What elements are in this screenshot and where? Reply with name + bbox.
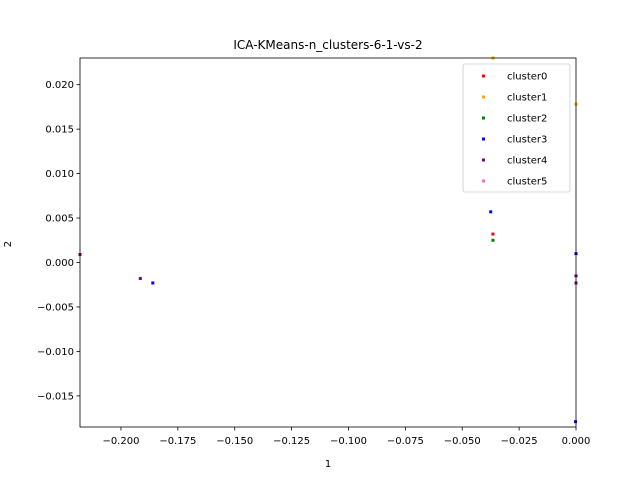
legend-label-cluster1: cluster1 [507,93,547,104]
chart-title: ICA-KMeans-n_clusters-6-1-vs-2 [233,38,422,52]
x-axis-label: 1 [325,459,331,470]
legend-label-cluster0: cluster0 [507,72,547,83]
y-tick-label: 0.000 [45,258,74,269]
y-tick-label: −0.010 [37,347,74,358]
y-axis-label: 2 [3,241,14,247]
data-point-cluster3-3 [574,420,578,424]
x-tick-label: −0.125 [273,436,310,447]
x-tick-label: −0.200 [102,436,139,447]
x-tick-label: −0.175 [159,436,196,447]
legend-label-cluster3: cluster3 [507,135,547,146]
y-tick-label: −0.005 [37,302,74,313]
data-point-cluster3-0 [489,210,493,214]
x-tick-label: 0.000 [562,436,591,447]
legend-label-cluster5: cluster5 [507,177,547,188]
x-tick-label: −0.025 [501,436,538,447]
legend-marker-cluster2 [482,116,485,120]
legend-marker-cluster3 [482,137,485,141]
y-tick-label: 0.015 [45,125,74,136]
x-tick-label: −0.050 [444,436,481,447]
x-axis: −0.200 −0.175 −0.150 −0.125 −0.100 −0.075 −0.0… [102,427,590,447]
data-point-cluster4-0 [138,277,142,281]
y-tick-label: −0.015 [37,391,74,402]
x-tick-label: −0.075 [387,436,424,447]
plot-area [78,56,578,428]
legend-marker-cluster5 [482,179,485,183]
axes-frame [79,57,577,428]
legend-marker-cluster1 [482,95,485,99]
y-tick-label: 0.010 [45,169,74,180]
y-axis: −0.015 −0.010 −0.005 0.000 0.005 0.010 0.015 0.… [37,80,80,402]
legend-marker-cluster0 [482,74,485,78]
x-tick-label: −0.100 [330,436,367,447]
legend-box [462,63,571,193]
legend-marker-cluster4 [482,158,485,162]
data-point-cluster0-0 [491,232,495,236]
y-tick-label: 0.020 [45,80,74,91]
data-point-cluster2-0 [491,238,495,242]
data-point-cluster3-2 [151,281,155,285]
legend-label-cluster4: cluster4 [507,156,547,167]
legend-label-cluster2: cluster2 [507,114,547,125]
y-tick-label: 0.005 [45,214,74,225]
x-tick-label: −0.150 [216,436,253,447]
legend: cluster0 cluster1 cluster2 cluster3 cluster4… [462,63,571,193]
